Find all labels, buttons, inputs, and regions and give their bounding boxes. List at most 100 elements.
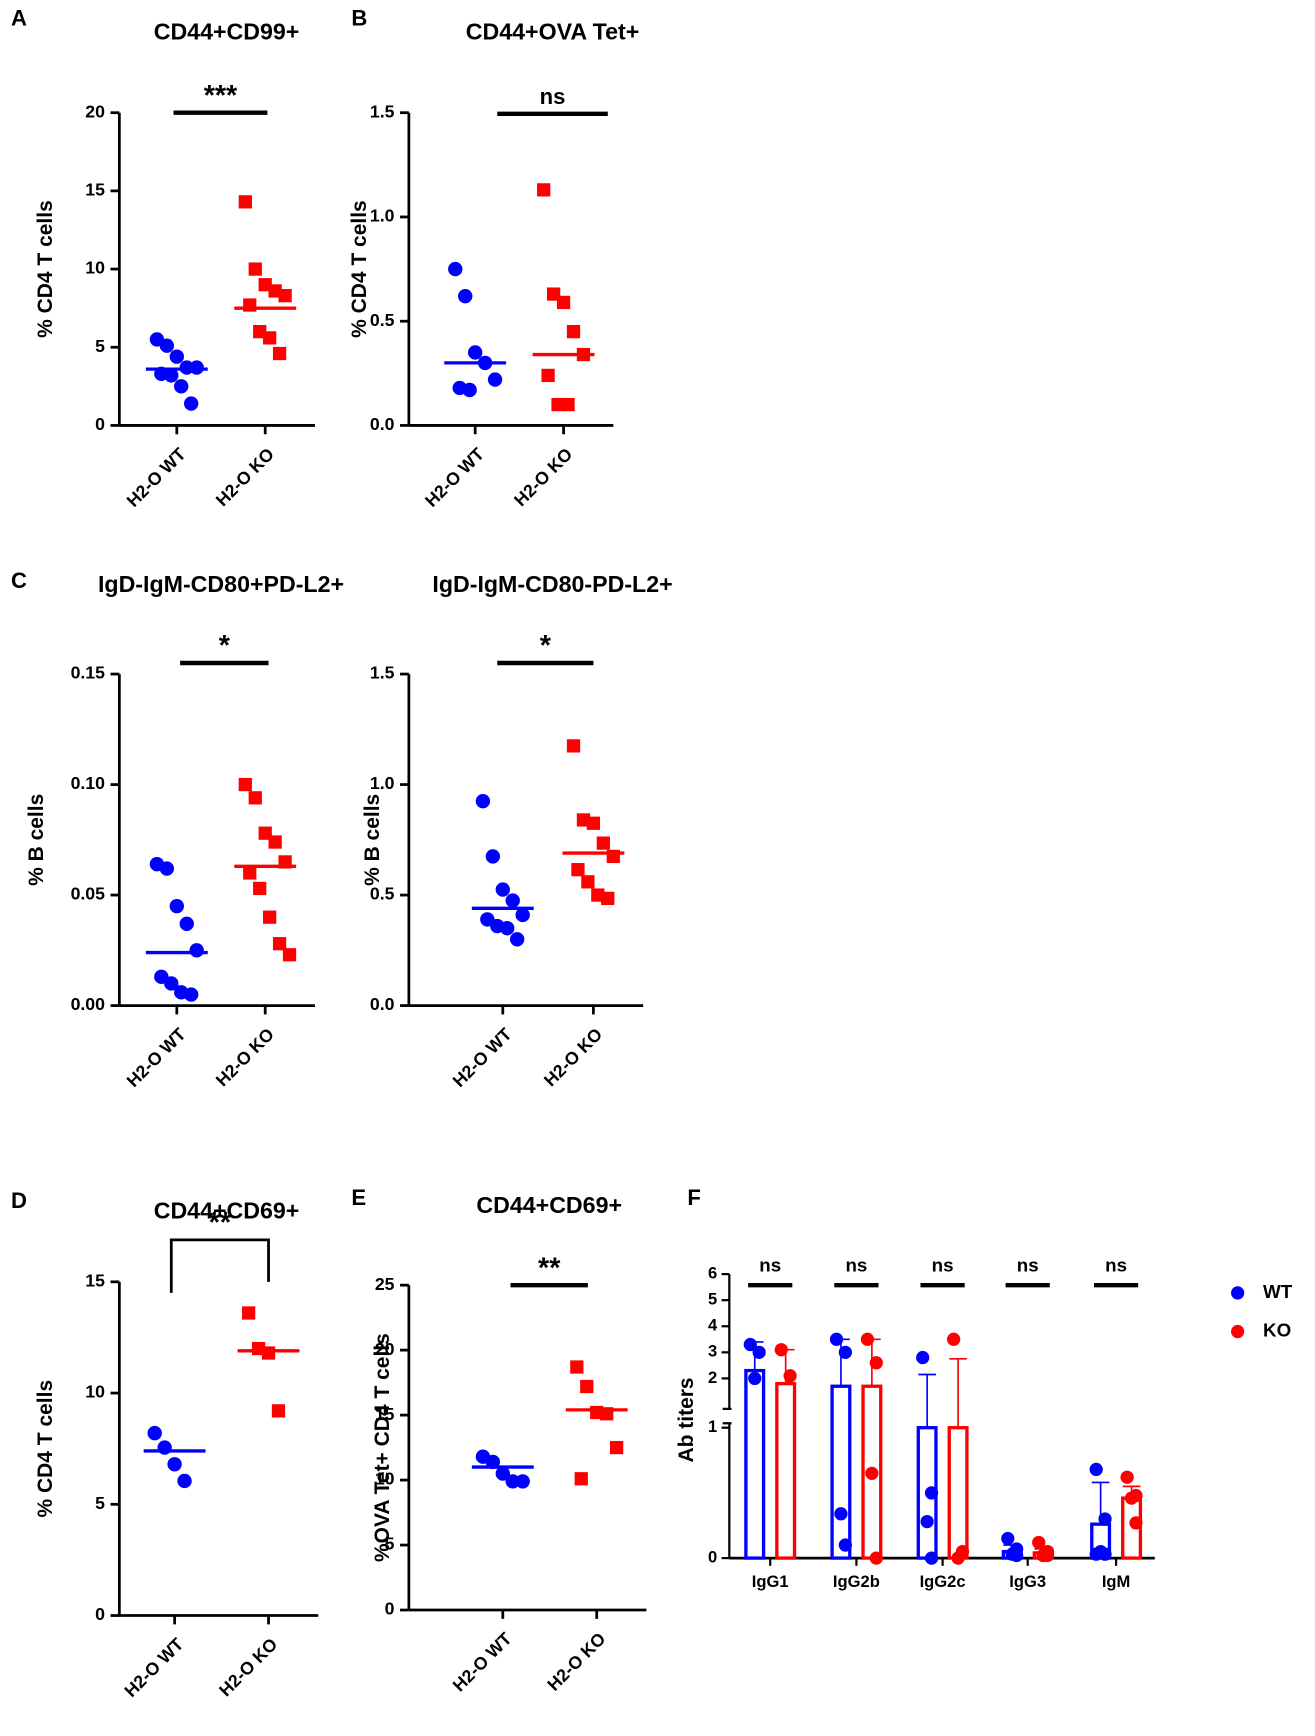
data-point (258, 278, 272, 292)
y-tick-label: 0.05 (71, 884, 106, 904)
data-point (515, 1474, 530, 1489)
panel-letter: E (351, 1185, 366, 1210)
data-point (268, 284, 282, 298)
y-tick-label: 5 (95, 336, 105, 356)
data-point (238, 195, 252, 209)
y-tick-label: 4 (708, 1316, 718, 1335)
data-point (169, 898, 184, 914)
significance-label: * (540, 630, 552, 662)
data-point (174, 379, 189, 394)
y-tick-label: 5 (385, 1534, 395, 1554)
data-point (916, 1350, 930, 1365)
x-tick-label: H2-O KO (212, 444, 278, 510)
legend-marker (1231, 1286, 1245, 1300)
data-point (248, 791, 262, 805)
panel-letter: B (351, 6, 367, 31)
data-point (169, 349, 184, 364)
data-point (566, 324, 581, 339)
chart-title: CD44+CD69+ (154, 1197, 300, 1223)
significance-label: ** (538, 1252, 561, 1284)
data-point (774, 1343, 788, 1357)
data-point (566, 739, 581, 753)
x-tick-label: IgG2c (920, 1572, 966, 1591)
x-tick-label: IgG2b (833, 1572, 880, 1591)
data-point (829, 1332, 844, 1346)
data-point (586, 816, 601, 830)
bar (744, 1368, 766, 1560)
y-tick-label: 25 (375, 1274, 395, 1294)
panel-letter: F (687, 1185, 701, 1210)
data-point (570, 1360, 584, 1374)
data-point (278, 289, 292, 303)
data-point (243, 866, 257, 880)
data-point (1040, 1548, 1055, 1563)
y-tick-label: 0.5 (370, 310, 395, 330)
data-point (177, 1473, 192, 1489)
bar (947, 1426, 969, 1560)
bar (830, 1384, 852, 1560)
panel-letter: D (11, 1188, 27, 1213)
axis-break (722, 1407, 732, 1425)
panel-letter: A (11, 6, 27, 31)
data-point (601, 891, 615, 906)
y-axis-label: Ab titers (675, 1377, 698, 1462)
y-tick-label: 20 (85, 101, 105, 121)
y-tick-label: 5 (708, 1290, 717, 1309)
significance-label: ** (209, 1207, 232, 1239)
y-tick-label: 0.0 (370, 994, 395, 1014)
y-axis-label: % B cells (25, 794, 48, 886)
y-tick-label: 5 (95, 1493, 105, 1513)
panel-letter: C (11, 568, 27, 593)
data-point (164, 976, 179, 991)
y-tick-label: 15 (375, 1404, 395, 1424)
data-point (157, 1440, 172, 1455)
x-tick-label: H2-O WT (421, 444, 488, 511)
data-point (242, 1306, 256, 1320)
data-point (561, 397, 575, 412)
y-tick-label: 6 (708, 1263, 717, 1282)
data-point (860, 1332, 875, 1346)
y-tick-label: 0 (95, 414, 105, 434)
data-point (467, 345, 483, 360)
data-point (462, 382, 477, 398)
data-point (541, 368, 555, 383)
significance-label: * (219, 630, 231, 662)
data-point (743, 1337, 757, 1352)
data-point (574, 1472, 588, 1486)
data-point (183, 987, 199, 1002)
y-axis-label: % CD4 T cells (34, 200, 57, 338)
data-point (1098, 1512, 1112, 1526)
x-tick-label: IgM (1102, 1572, 1131, 1591)
y-tick-label: 10 (85, 1382, 105, 1402)
data-point (1120, 1470, 1134, 1484)
x-tick-label: H2-O KO (212, 1024, 278, 1090)
y-tick-label: 20 (375, 1339, 395, 1359)
data-point (515, 907, 530, 923)
data-point (924, 1551, 939, 1565)
data-point (1010, 1548, 1024, 1563)
data-point (537, 183, 551, 197)
chart-title: CD44+CD69+ (476, 1192, 622, 1218)
data-point (258, 826, 272, 840)
data-point (947, 1332, 961, 1346)
significance-label: ns (759, 1254, 781, 1275)
x-tick-label: H2-O WT (120, 1634, 187, 1701)
data-point (263, 910, 277, 924)
data-point (183, 396, 199, 411)
significance-label: *** (204, 80, 238, 112)
y-tick-label: 1.5 (370, 663, 395, 683)
data-point (596, 836, 610, 850)
data-point (147, 1425, 162, 1441)
data-point (1129, 1516, 1143, 1530)
y-tick-label: 1.0 (370, 773, 395, 793)
data-point (1089, 1547, 1103, 1561)
error-bar (918, 1373, 936, 1428)
data-point (581, 875, 595, 889)
data-point (838, 1538, 852, 1552)
data-point (458, 288, 473, 304)
legend-label: WT (1263, 1281, 1293, 1302)
data-point (748, 1371, 762, 1386)
data-point (495, 1466, 510, 1481)
data-point (834, 1507, 848, 1521)
